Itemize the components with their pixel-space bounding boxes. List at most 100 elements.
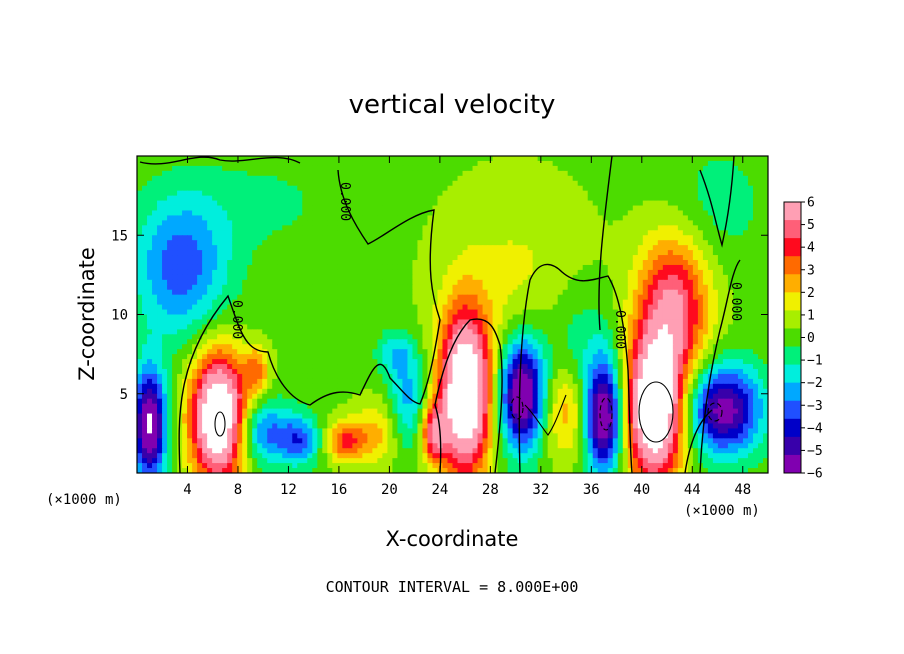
field-cell	[602, 319, 609, 325]
field-cell	[527, 264, 534, 271]
field-cell	[317, 200, 323, 207]
field-cell	[732, 165, 739, 172]
field-cell	[742, 324, 749, 330]
field-cell	[252, 160, 258, 167]
field-cell	[137, 334, 143, 340]
field-cell	[712, 304, 719, 311]
field-cell	[522, 279, 529, 286]
field-cell	[152, 334, 158, 340]
field-cell	[662, 334, 669, 340]
field-cell	[252, 284, 258, 291]
field-cell	[457, 215, 464, 221]
field-cell	[512, 205, 519, 212]
field-cell	[362, 255, 368, 261]
field-cell	[232, 175, 238, 182]
field-cell	[562, 185, 569, 192]
field-cell	[312, 319, 318, 325]
field-cell	[572, 190, 579, 197]
field-cell	[387, 185, 394, 192]
field-cell	[527, 314, 534, 321]
field-cell	[322, 185, 328, 192]
field-cell	[547, 210, 554, 217]
field-cell	[272, 314, 278, 321]
field-cell	[617, 260, 624, 266]
field-cell	[632, 319, 639, 325]
field-cell	[357, 205, 363, 212]
field-cell	[707, 269, 714, 276]
field-cell	[147, 324, 153, 330]
field-cell	[282, 260, 288, 266]
field-cell	[312, 175, 318, 182]
field-cell	[312, 255, 318, 261]
field-cell	[557, 289, 564, 296]
field-cell	[352, 339, 358, 345]
field-cell	[692, 205, 699, 212]
field-cell	[537, 200, 544, 207]
field-cell	[482, 269, 489, 276]
field-cell	[167, 245, 173, 251]
field-cell	[437, 279, 444, 286]
field-cell	[162, 180, 168, 187]
field-cell	[177, 255, 183, 261]
field-cell	[307, 180, 313, 187]
field-cell	[322, 349, 328, 355]
field-cell	[187, 304, 193, 311]
field-cell	[677, 274, 684, 281]
field-cell	[292, 314, 298, 321]
field-cell	[377, 294, 383, 301]
field-cell	[252, 180, 258, 187]
field-cell	[407, 225, 414, 231]
field-cell	[517, 185, 524, 192]
field-cell	[757, 324, 764, 330]
field-cell	[527, 195, 534, 202]
field-cell	[282, 235, 288, 241]
field-cell	[157, 264, 163, 271]
field-cell	[392, 235, 399, 241]
field-cell	[242, 339, 248, 345]
field-cell	[522, 339, 529, 345]
field-cell	[747, 215, 754, 221]
field-cell	[312, 195, 318, 202]
field-cell	[437, 269, 444, 276]
field-cell	[447, 264, 454, 271]
field-cell	[452, 324, 459, 330]
field-cell	[472, 215, 479, 221]
field-cell	[622, 215, 629, 221]
field-cell	[472, 309, 479, 316]
field-cell	[762, 210, 768, 217]
field-cell	[292, 250, 298, 256]
field-cell	[322, 156, 328, 162]
field-cell	[522, 299, 529, 306]
field-cell	[467, 185, 474, 192]
field-cell	[522, 245, 529, 251]
field-cell	[487, 329, 494, 335]
field-cell	[272, 269, 278, 276]
field-cell	[572, 230, 579, 236]
field-cell	[677, 180, 684, 187]
field-cell	[347, 274, 353, 281]
field-cell	[432, 180, 439, 187]
field-cell	[472, 240, 479, 246]
field-cell	[157, 200, 163, 207]
field-cell	[262, 156, 268, 162]
field-cell	[622, 304, 629, 311]
field-cell	[727, 260, 734, 266]
field-cell	[382, 264, 388, 271]
field-cell	[172, 269, 178, 276]
field-cell	[617, 205, 624, 212]
field-cell	[762, 230, 768, 236]
field-cell	[392, 230, 399, 236]
field-cell	[352, 274, 358, 281]
field-cell	[602, 289, 609, 296]
field-cell	[237, 245, 243, 251]
field-cell	[322, 160, 328, 167]
field-cell	[502, 339, 509, 345]
field-cell	[387, 175, 394, 182]
field-cell	[462, 205, 469, 212]
field-cell	[467, 190, 474, 197]
field-cell	[762, 225, 768, 231]
field-cell	[272, 165, 278, 172]
field-cell	[152, 210, 158, 217]
field-cell	[482, 175, 489, 182]
field-cell	[327, 339, 333, 345]
